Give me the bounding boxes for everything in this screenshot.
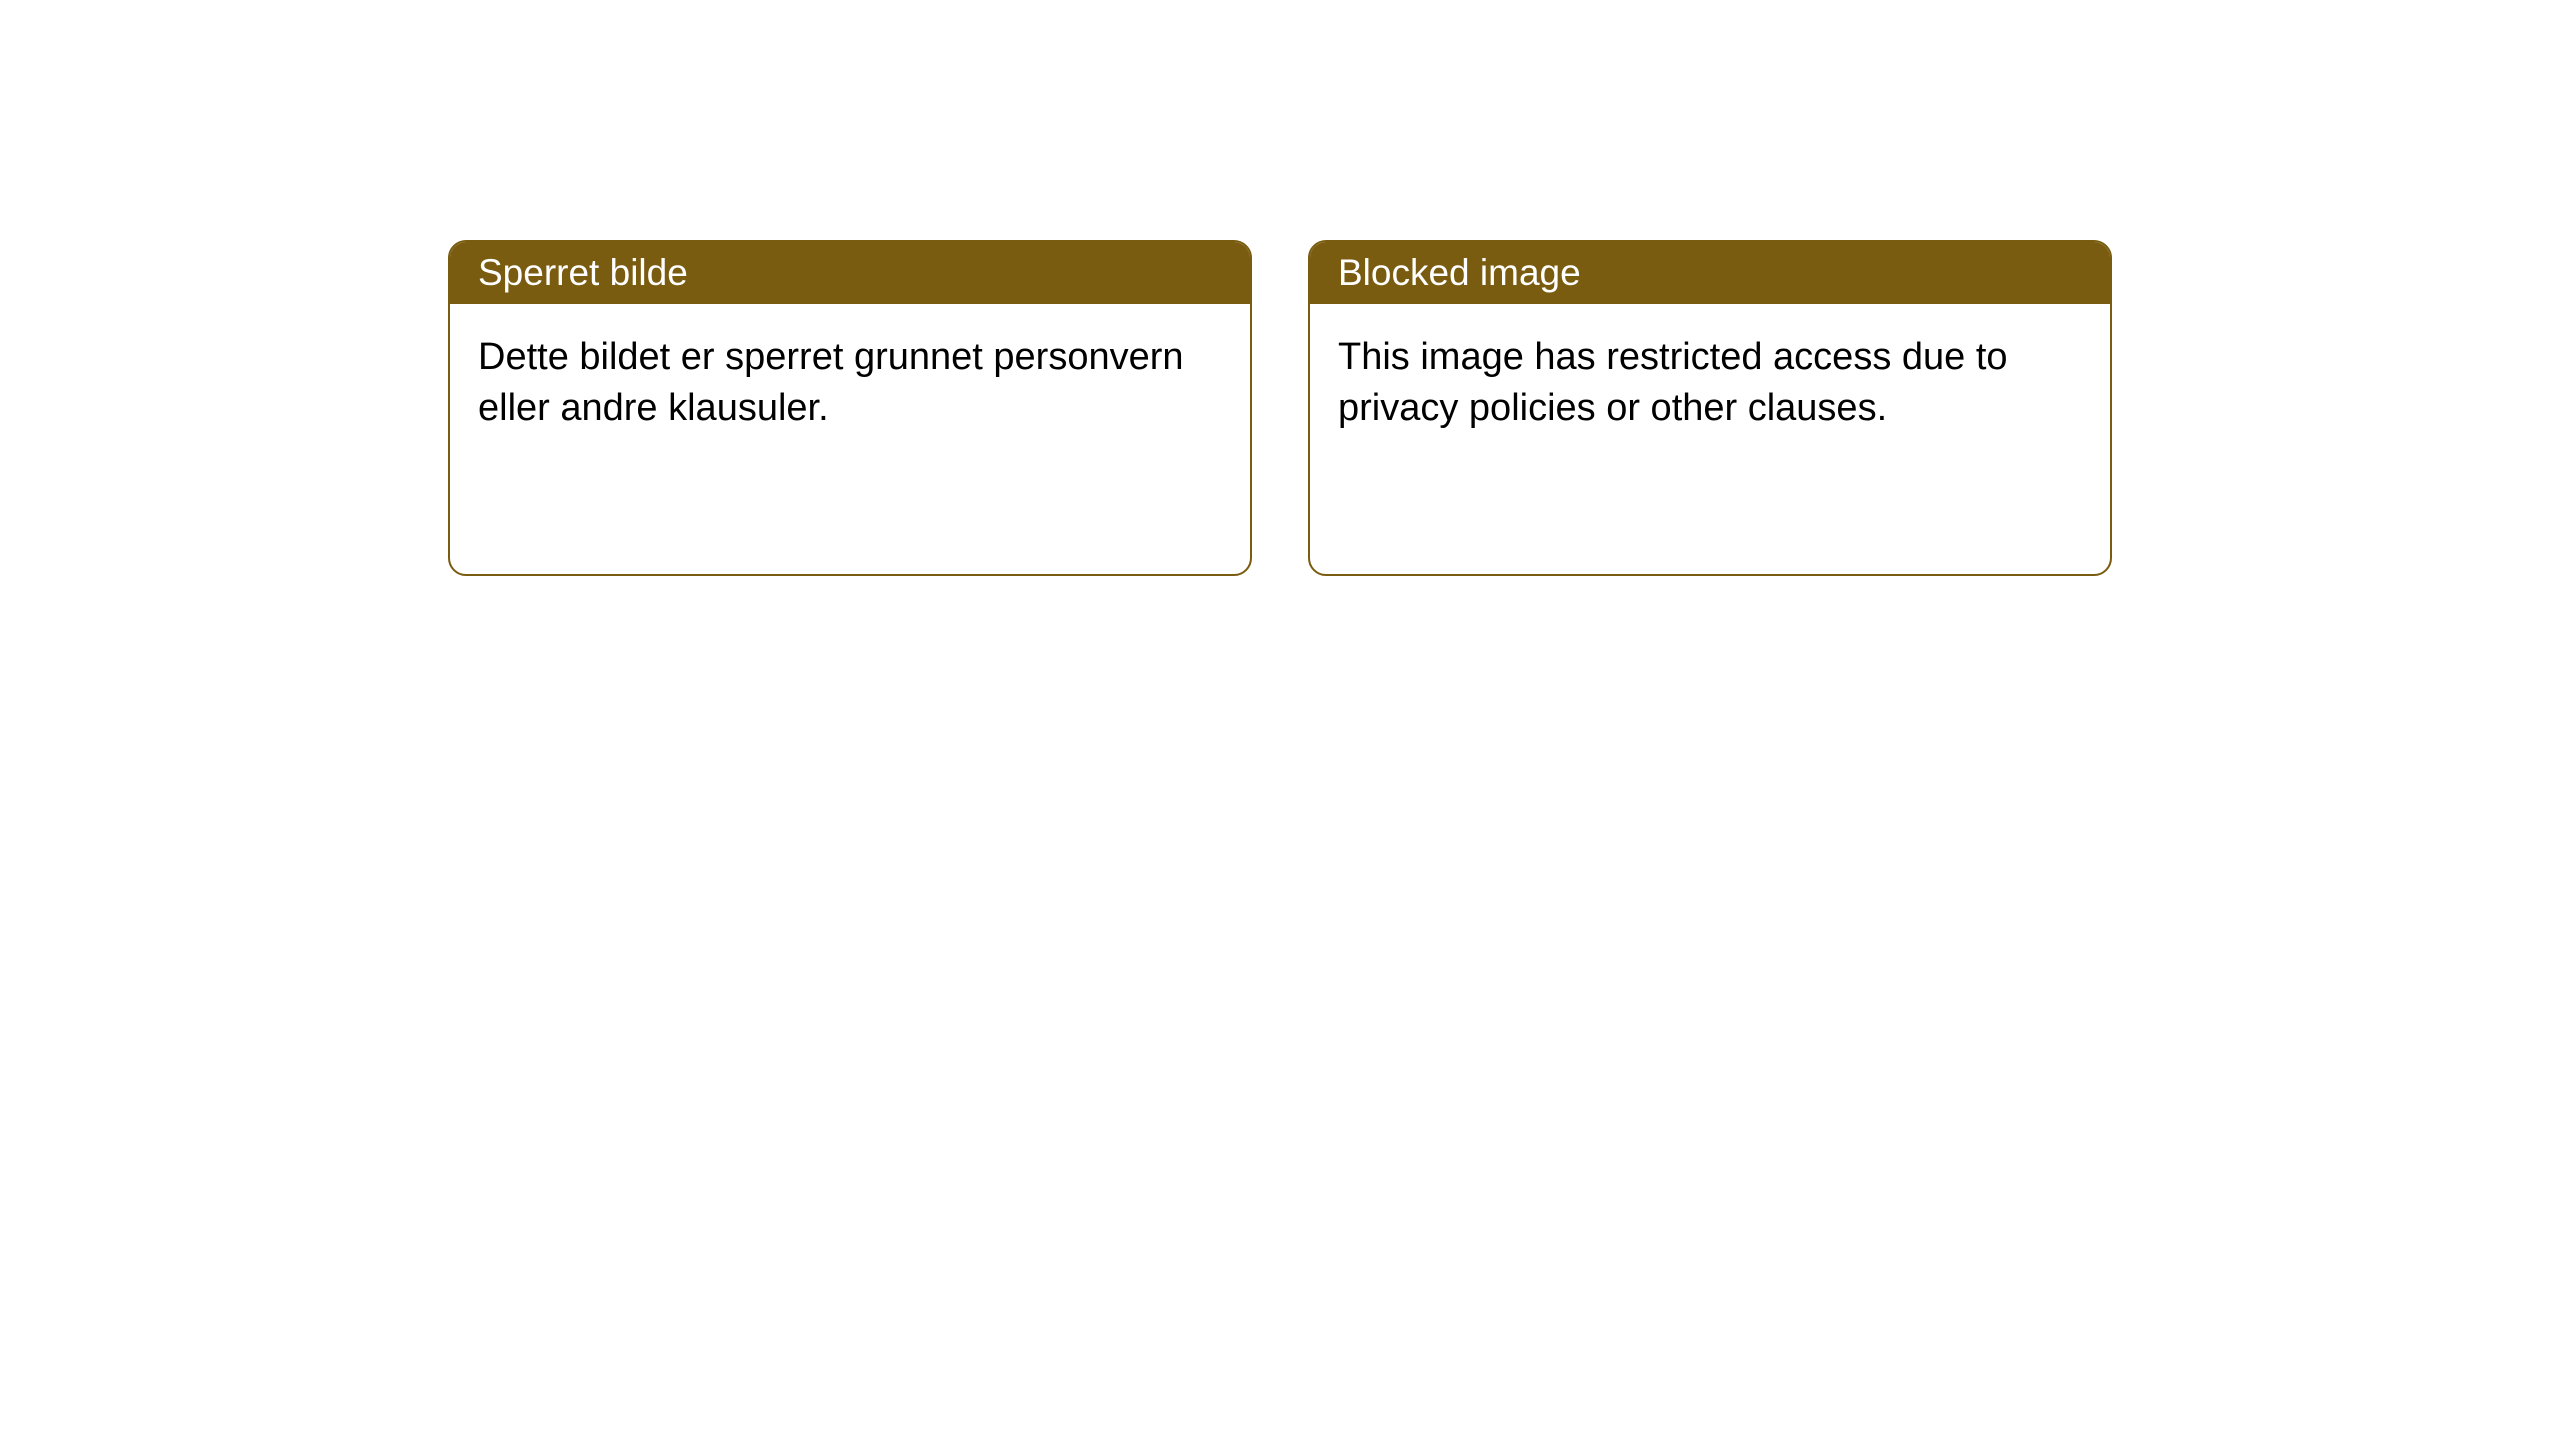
card-body: This image has restricted access due to …: [1310, 304, 2110, 462]
card-title: Blocked image: [1338, 252, 1581, 293]
card-title: Sperret bilde: [478, 252, 688, 293]
card-message: This image has restricted access due to …: [1338, 336, 2008, 429]
card-header: Blocked image: [1310, 242, 2110, 304]
blocked-image-card-norwegian: Sperret bilde Dette bildet er sperret gr…: [448, 240, 1252, 576]
card-message: Dette bildet er sperret grunnet personve…: [478, 336, 1184, 429]
card-header: Sperret bilde: [450, 242, 1250, 304]
card-body: Dette bildet er sperret grunnet personve…: [450, 304, 1250, 462]
blocked-image-card-english: Blocked image This image has restricted …: [1308, 240, 2112, 576]
notice-cards-container: Sperret bilde Dette bildet er sperret gr…: [0, 0, 2560, 576]
